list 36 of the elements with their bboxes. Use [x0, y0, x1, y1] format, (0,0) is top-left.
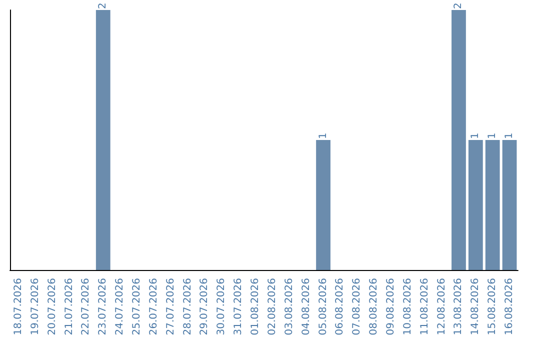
x-tick-label: 29.07.2026	[199, 278, 210, 336]
x-tick-label: 20.07.2026	[46, 278, 58, 336]
x-tick-label: 12.08.2026	[436, 278, 448, 336]
x-tick-label: 05.08.2026	[318, 278, 329, 336]
data-label: 1	[504, 132, 516, 139]
x-tick-label: 22.07.2026	[80, 278, 92, 336]
x-tick-label: 14.08.2026	[470, 278, 482, 336]
data-label: 1	[470, 132, 482, 139]
x-tick-label: 03.08.2026	[284, 278, 295, 336]
x-tick-label: 06.08.2026	[334, 278, 346, 336]
data-label: 2	[453, 2, 464, 9]
x-tick-label: 08.08.2026	[368, 278, 380, 336]
x-tick-label: 25.07.2026	[132, 278, 142, 336]
x-tick-label: 31.07.2026	[233, 278, 244, 336]
x-tick-label: 28.07.2026	[182, 278, 194, 336]
x-tick-label: 16.08.2026	[504, 278, 516, 336]
x-tick-label: 02.08.2026	[266, 278, 278, 336]
x-tick-label: 19.07.2026	[30, 278, 41, 336]
data-label: 2	[98, 2, 109, 9]
x-tick-label: 01.08.2026	[250, 278, 262, 336]
x-tick-label: 07.08.2026	[352, 278, 363, 336]
x-tick-label: 18.07.2026	[12, 278, 24, 336]
x-tick-label: 13.08.2026	[453, 278, 464, 336]
x-tick-label: 30.07.2026	[216, 278, 228, 336]
x-tick-label: 15.08.2026	[487, 278, 498, 336]
x-tick-label: 04.08.2026	[300, 278, 312, 336]
x-tick-label: 24.07.2026	[114, 278, 126, 336]
x-tick-label: 09.08.2026	[386, 278, 396, 336]
x-tick-label: 11.08.2026	[419, 278, 430, 336]
x-tick-label: 23.07.2026	[98, 278, 109, 336]
x-tick-label: 26.07.2026	[148, 278, 160, 336]
data-label: 1	[487, 132, 498, 139]
x-tick-label: 27.07.2026	[165, 278, 176, 336]
x-tick-label: 21.07.2026	[64, 278, 75, 336]
data-label: 1	[318, 132, 329, 139]
x-tick-label: 10.08.2026	[402, 278, 414, 336]
